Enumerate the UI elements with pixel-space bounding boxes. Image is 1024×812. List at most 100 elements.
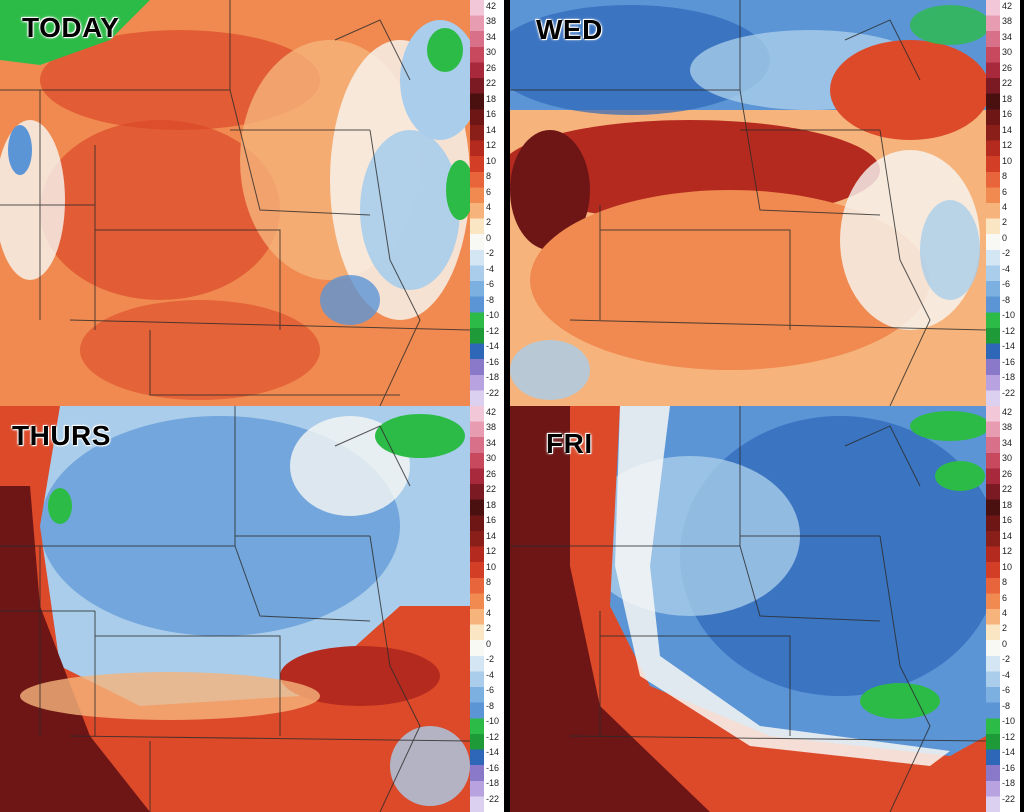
scale-tick: 2 (1002, 217, 1008, 228)
scale-tick: -6 (486, 279, 495, 290)
panel-label-wed: WED (536, 14, 603, 45)
scale-tick: -12 (486, 731, 500, 742)
scale-tick: -22 (1002, 793, 1016, 804)
scale-tick: 2 (486, 623, 492, 634)
scale-tick: 26 (486, 62, 497, 73)
scale-tick: 26 (1002, 62, 1013, 73)
scale-tick: -10 (486, 716, 500, 727)
scale-tick: 4 (1002, 202, 1008, 212)
scale-tick: 22 (1002, 78, 1013, 89)
scale-tick: 18 (486, 499, 497, 510)
scale-tick: 16 (486, 515, 497, 526)
scale-tick: 22 (486, 78, 497, 89)
scale-tick: 42 (1002, 1, 1013, 11)
scale-tick: -8 (1002, 700, 1011, 711)
scale-tick: 4 (486, 608, 492, 618)
scale-tick: -10 (1002, 716, 1016, 727)
scale-tick: 16 (1002, 515, 1013, 526)
scale-tick: 6 (486, 186, 492, 197)
scale-tick: 42 (486, 1, 497, 11)
scale-tick: -22 (486, 387, 500, 398)
scale-tick: -16 (1002, 356, 1016, 367)
scale-tick: -12 (1002, 731, 1016, 742)
scale-tick: -22 (1002, 387, 1016, 398)
scale-tick: 22 (486, 484, 497, 495)
panel-thurs: THURS (0, 406, 470, 812)
scale-tick: 30 (1002, 47, 1013, 58)
scale-tick: -2 (1002, 654, 1011, 665)
scale-tick: 34 (486, 437, 497, 448)
scale-tick: -16 (486, 762, 500, 773)
scale-tick: 38 (1002, 16, 1013, 27)
map-fri (510, 406, 986, 812)
scale-tick: 30 (1002, 453, 1013, 464)
scale-tick: -4 (1002, 669, 1011, 680)
scale-tick: 2 (1002, 623, 1008, 634)
scale-tick: -22 (486, 793, 500, 804)
scale-tick: -16 (1002, 762, 1016, 773)
scale-tick: 14 (486, 530, 497, 541)
scale-tick: 38 (486, 16, 497, 27)
panel-fri: FRI (510, 406, 986, 812)
scale-tick: 30 (486, 47, 497, 58)
scale-tick: 12 (486, 140, 497, 151)
scale-tick: -12 (486, 325, 500, 336)
scale-tick: 8 (1002, 171, 1008, 182)
map-wed (510, 0, 986, 406)
scale-tick: -2 (486, 654, 495, 665)
scale-tick: 14 (486, 124, 497, 135)
scale-tick: -4 (486, 263, 495, 274)
scale-tick: 16 (1002, 109, 1013, 120)
scale-tick: -16 (486, 356, 500, 367)
scale-tick: -10 (1002, 310, 1016, 321)
scale-tick: 4 (1002, 608, 1008, 618)
scale-bar (986, 0, 1000, 406)
scale-tick: -14 (1002, 747, 1016, 758)
scale-tick: 12 (1002, 140, 1013, 151)
color-scale-top-right: 42 38 34 30 26 22 18 16 14 12 10 8 6 4 2 0 -2 -4 -6 -8 -10 -1… (986, 0, 1020, 406)
scale-tick: 38 (486, 422, 497, 433)
scale-tick: 34 (486, 31, 497, 42)
scale-tick: 18 (1002, 93, 1013, 104)
scale-tick: 26 (1002, 468, 1013, 479)
scale-tick: -2 (486, 248, 495, 259)
scale-tick: 14 (1002, 530, 1013, 541)
scale-tick: -18 (486, 778, 500, 789)
scale-tick: -14 (1002, 341, 1016, 352)
scale-tick: 12 (486, 546, 497, 557)
scale-tick: 16 (486, 109, 497, 120)
scale-tick: 34 (1002, 437, 1013, 448)
scale-tick: -6 (1002, 279, 1011, 290)
scale-tick: 6 (1002, 592, 1008, 603)
scale-tick: -12 (1002, 325, 1016, 336)
panel-today: TODAY (0, 0, 470, 406)
panel-label-today: TODAY (22, 12, 120, 43)
scale-tick: 0 (486, 638, 492, 649)
scale-tick: 6 (486, 592, 492, 603)
panel-label-thurs: THURS (12, 420, 111, 451)
scale-tick: 30 (486, 453, 497, 464)
panel-label-fri: FRI (546, 428, 593, 459)
scale-tick: -4 (486, 669, 495, 680)
scale-tick: -14 (486, 747, 500, 758)
scale-tick: -8 (486, 294, 495, 305)
scale-tick: 2 (486, 217, 492, 228)
scale-tick: 38 (1002, 422, 1013, 433)
panel-wed: WED (510, 0, 986, 406)
scale-tick: 4 (486, 202, 492, 212)
scale-tick: 18 (1002, 499, 1013, 510)
scale-tick: 8 (1002, 577, 1008, 588)
map-thurs (0, 406, 470, 812)
color-scale-bottom-right: 42 38 34 30 26 22 18 16 14 12 10 8 6 4 2 0 -2 -4 -6 -8 -10 -1… (986, 406, 1020, 812)
scale-tick: 10 (486, 561, 497, 572)
scale-tick: 26 (486, 468, 497, 479)
scale-tick: 0 (486, 232, 492, 243)
scale-tick: -18 (1002, 372, 1016, 383)
scale-bar (470, 406, 484, 812)
scale-tick: -8 (1002, 294, 1011, 305)
scale-bar (986, 406, 1000, 812)
scale-tick: -6 (486, 685, 495, 696)
scale-tick: 10 (1002, 155, 1013, 166)
map-today (0, 0, 470, 406)
